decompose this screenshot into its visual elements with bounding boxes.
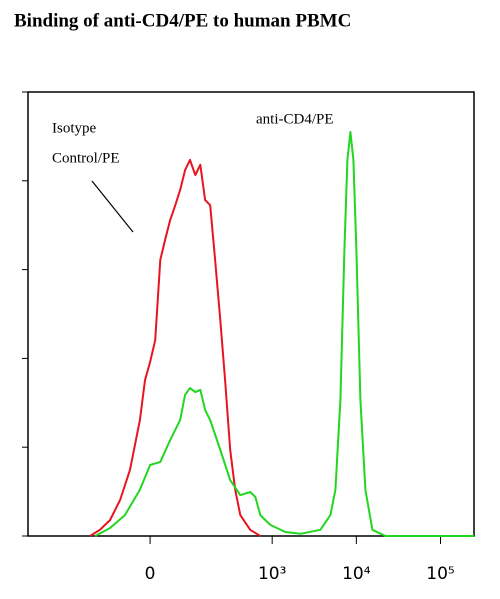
data-line (94, 131, 474, 537)
chart-title: Binding of anti-CD4/PE to human PBMC (14, 10, 351, 31)
data-line (89, 158, 261, 537)
x-tick-label: 10⁴ (342, 564, 371, 584)
annotation-pointer (91, 180, 134, 233)
x-tick-label: 0 (145, 564, 156, 584)
annotation: anti-CD4/PE (256, 111, 334, 127)
plot-frame (27, 91, 475, 537)
x-tick-label: 10⁵ (426, 564, 454, 584)
x-tick-label: 10³ (258, 564, 286, 584)
annotation: Control/PE (52, 150, 120, 166)
annotation: Isotype (52, 120, 97, 136)
